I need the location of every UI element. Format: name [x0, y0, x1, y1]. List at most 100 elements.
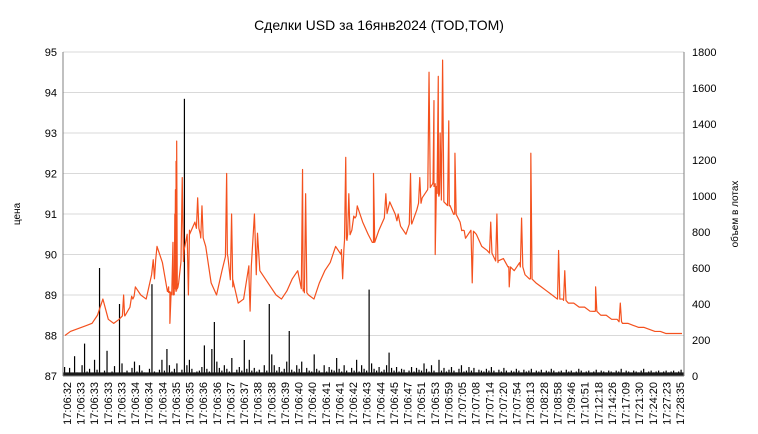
volume-bars	[63, 98, 684, 377]
volume-bar	[468, 367, 470, 376]
chart-title: Сделки USD за 16янв2024 (TOD,TOM)	[254, 17, 504, 33]
volume-bar	[443, 367, 445, 376]
x-tick-label: 17:06:33	[116, 382, 128, 425]
volume-bar	[343, 365, 345, 376]
x-tick-label: 17:06:42	[348, 382, 360, 425]
x-tick-label: 17:17:09	[621, 382, 633, 425]
volume-bar	[385, 365, 388, 376]
price-series-line	[64, 59, 682, 336]
x-tick-label: 17:06:33	[103, 382, 115, 425]
x-tick-label: 17:06:35	[185, 382, 197, 425]
x-tick-label: 17:06:34	[130, 382, 142, 425]
y2-tick-label: 200	[692, 335, 710, 347]
volume-bar	[288, 331, 290, 376]
y-tick-label: 90	[45, 250, 57, 262]
volume-bar	[161, 359, 163, 376]
price-line	[64, 59, 682, 336]
volume-bar	[361, 365, 363, 376]
y-tick-labels: 95 94 93 92 91 90 89 88 87	[45, 47, 57, 383]
volume-bar	[73, 356, 76, 376]
volume-bar	[203, 345, 205, 376]
x-tick-label: 17:06:34	[144, 382, 156, 425]
x-tick-label: 17:24:20	[648, 382, 660, 425]
volume-bar	[218, 367, 220, 376]
x-tick-label: 17:21:30	[634, 382, 646, 425]
volume-bar	[93, 359, 96, 376]
volume-bar	[430, 365, 433, 376]
volume-bar	[98, 268, 101, 376]
volume-bar	[168, 365, 171, 376]
y-tick-label: 88	[45, 331, 57, 343]
x-tick-label: 17:06:47	[403, 382, 415, 425]
volume-bar	[138, 365, 141, 376]
x-tick-label: 17:06:51	[416, 382, 428, 425]
volume-bar	[271, 354, 273, 376]
volume-bar	[273, 365, 275, 376]
x-tick-label: 17:06:40	[294, 382, 306, 425]
x-tick-label: 17:06:41	[334, 382, 346, 425]
volume-bar	[213, 322, 215, 376]
volume-bar	[118, 304, 121, 376]
volume-bar	[64, 367, 66, 376]
y2-tick-label: 400	[692, 299, 710, 311]
x-tick-label: 17:07:08	[471, 382, 483, 425]
y-tick-label: 89	[45, 290, 57, 302]
x-tick-label: 17:06:32	[62, 382, 74, 425]
y-tick-label: 94	[45, 88, 57, 100]
volume-bar	[68, 367, 71, 376]
y2-tick-label: 1800	[692, 47, 716, 59]
x-tick-label: 17:28:35	[675, 382, 687, 425]
volume-bar	[328, 367, 330, 376]
x-tick-label: 17:06:35	[171, 382, 183, 425]
x-tick-label: 17:06:36	[198, 382, 210, 425]
x-tick-label: 17:07:54	[512, 382, 524, 425]
x-tick-label: 17:06:34	[157, 382, 169, 425]
x-tick-label: 17:08:13	[525, 382, 537, 425]
y-tick-label: 87	[45, 371, 57, 383]
volume-bar	[268, 304, 270, 376]
volume-bar	[188, 359, 190, 376]
volume-bar	[450, 367, 453, 376]
volume-bar	[278, 367, 280, 376]
volume-bar	[248, 359, 250, 376]
volume-bar	[183, 98, 186, 377]
volume-bar	[83, 343, 86, 376]
x-tick-label: 17:06:43	[362, 382, 374, 425]
x-tick-label: 17:07:05	[457, 382, 469, 425]
y2-tick-label: 1400	[692, 119, 716, 131]
volume-bar	[301, 361, 303, 376]
volume-bar	[378, 367, 380, 376]
x-tick-label: 17:08:58	[552, 382, 564, 425]
y2-tick-label: 1600	[692, 83, 716, 95]
x-tick-label: 17:06:40	[307, 382, 319, 425]
volume-bar	[223, 365, 225, 376]
volume-bar	[395, 367, 398, 376]
x-tick-label: 17:06:37	[225, 382, 237, 425]
y2-tick-label: 0	[692, 371, 698, 383]
volume-bar	[438, 359, 440, 376]
x-tick-label: 17:07:20	[498, 382, 510, 425]
y2-tick-label: 600	[692, 263, 710, 275]
volume-bar	[211, 349, 213, 376]
volume-baseline-band	[63, 372, 684, 376]
y-tick-label: 91	[45, 209, 57, 221]
y2-tick-labels: 1800 1600 1400 1200 1000 800 600 400 200 0	[692, 47, 716, 383]
volume-bar	[238, 367, 240, 376]
volume-bar	[151, 284, 153, 376]
volume-bar	[176, 363, 178, 376]
x-tick-label: 17:06:33	[89, 382, 101, 425]
y2-axis-label: объем в лотах	[729, 181, 741, 248]
y2-tick-label: 1200	[692, 155, 716, 167]
volume-bar	[81, 365, 83, 376]
volume-bar	[166, 349, 168, 376]
x-tick-label: 17:09:46	[566, 382, 578, 425]
x-tick-label: 17:06:33	[76, 382, 88, 425]
y-tick-label: 93	[45, 128, 57, 140]
volume-bar	[286, 361, 288, 376]
volume-bar	[388, 352, 390, 376]
volume-bar	[356, 359, 358, 376]
x-tick-label: 17:06:37	[239, 382, 251, 425]
volume-bar	[415, 367, 418, 376]
y2-tick-label: 1000	[692, 191, 716, 203]
